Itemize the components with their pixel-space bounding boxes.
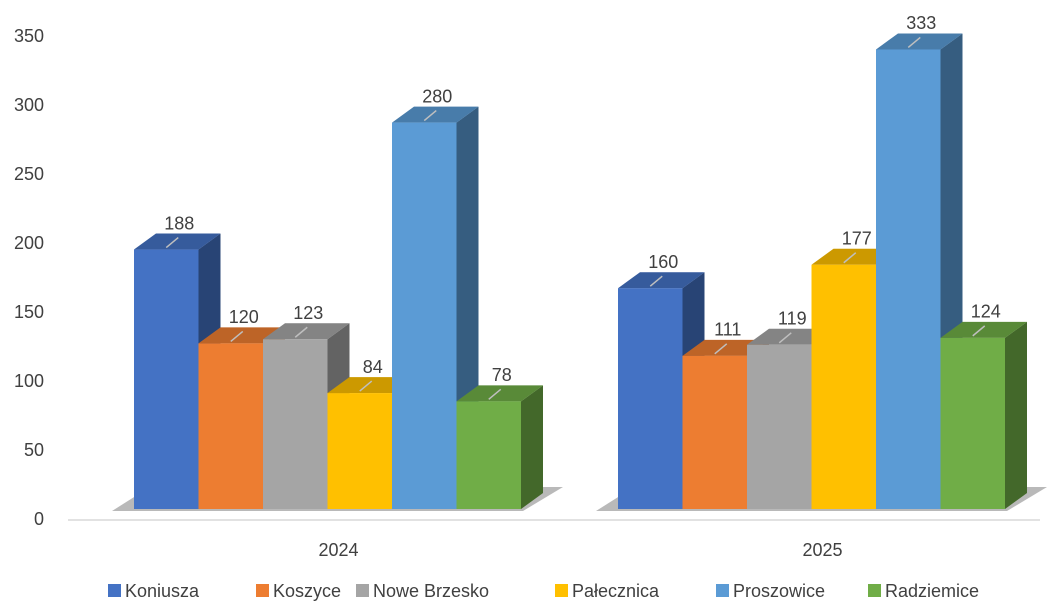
bar-top-shade <box>134 233 221 250</box>
legend-swatch <box>555 584 568 597</box>
label-leader <box>423 110 437 122</box>
bar <box>327 393 392 509</box>
data-label: 120 <box>229 307 259 327</box>
bar-side-shade <box>521 385 543 509</box>
legend-swatch <box>356 584 369 597</box>
data-label: 124 <box>971 302 1001 322</box>
legend-swatch <box>868 584 881 597</box>
y-tick-label: 250 <box>14 164 44 184</box>
bar-top <box>456 385 543 402</box>
bar-top-shade <box>392 106 479 123</box>
bar-side <box>521 385 543 509</box>
data-label: 188 <box>164 213 194 233</box>
bar <box>618 288 683 509</box>
legend-swatch <box>716 584 729 597</box>
x-tick-label: 2024 <box>318 540 358 560</box>
bar <box>811 264 876 509</box>
data-label: 78 <box>492 365 512 385</box>
data-label: 123 <box>293 303 323 323</box>
data-label: 333 <box>906 13 936 33</box>
y-tick-label: 50 <box>24 440 44 460</box>
bar <box>263 339 328 509</box>
bar-top-shade <box>618 272 705 289</box>
legend-label: Koszyce <box>273 581 341 601</box>
legend-label: Proszowice <box>733 581 825 601</box>
label-leader <box>714 343 728 355</box>
legend-swatch <box>256 584 269 597</box>
bar-side <box>1005 321 1027 509</box>
bar-side-shade <box>1005 321 1027 509</box>
y-tick-label: 300 <box>14 95 44 115</box>
bar-top <box>618 272 705 289</box>
label-leader <box>488 388 502 400</box>
bar-top-shade <box>940 321 1027 338</box>
x-tick-label: 2025 <box>802 540 842 560</box>
bar-top <box>392 106 479 123</box>
bar <box>198 343 263 509</box>
label-leader <box>294 326 308 338</box>
legend-swatch <box>108 584 121 597</box>
bar <box>747 344 812 509</box>
label-leader <box>359 380 373 392</box>
label-leader <box>907 36 921 49</box>
label-leader <box>230 330 244 342</box>
label-leader <box>165 236 179 249</box>
label-leader <box>778 332 792 344</box>
bar-top <box>134 233 221 250</box>
legend-label: Radziemice <box>885 581 979 601</box>
y-tick-label: 200 <box>14 233 44 253</box>
data-label: 160 <box>648 252 678 272</box>
bar-top-shade <box>876 33 963 50</box>
bar <box>134 249 199 509</box>
legend-label: Nowe Brzesko <box>373 581 489 601</box>
legend-label: Koniusza <box>125 581 200 601</box>
y-tick-label: 0 <box>34 509 44 529</box>
legend-label: Pałecznica <box>572 581 660 601</box>
label-leader <box>972 325 986 337</box>
bar-top <box>263 323 350 340</box>
bar <box>392 122 457 509</box>
data-label: 111 <box>714 320 741 340</box>
label-leader <box>649 275 663 287</box>
bar-top <box>876 33 963 50</box>
bar <box>456 401 521 509</box>
y-tick-label: 100 <box>14 371 44 391</box>
y-tick-label: 150 <box>14 302 44 322</box>
bar-top-shade <box>456 385 543 402</box>
bar <box>876 49 941 510</box>
bar <box>940 337 1005 509</box>
label-leader <box>843 252 857 264</box>
data-label: 280 <box>422 86 452 106</box>
bar-top <box>940 321 1027 338</box>
data-label: 119 <box>778 309 807 329</box>
bar <box>682 355 747 509</box>
data-label: 177 <box>842 228 872 248</box>
bar-top-shade <box>263 323 350 340</box>
data-label: 84 <box>363 357 383 377</box>
y-tick-label: 350 <box>14 26 44 46</box>
